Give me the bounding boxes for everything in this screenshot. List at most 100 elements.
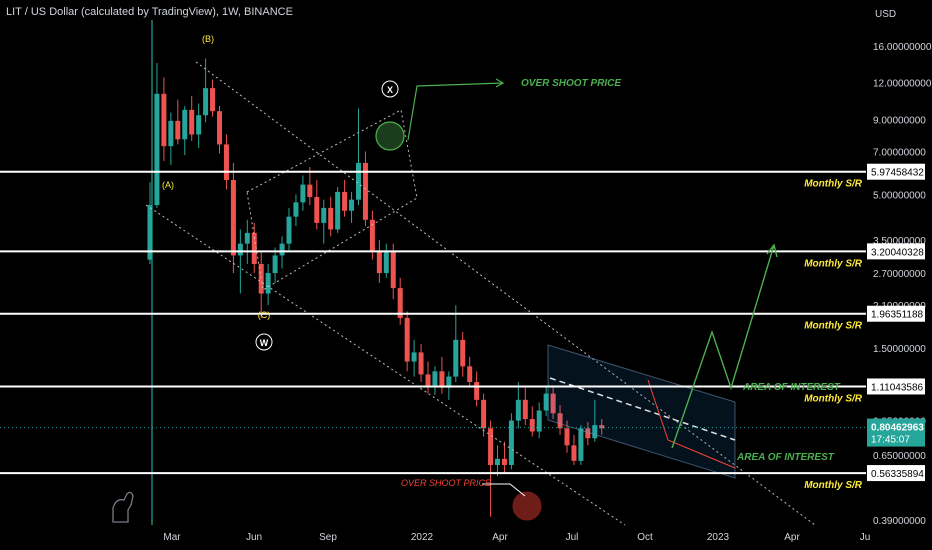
candle-body — [258, 263, 264, 294]
candle-body — [522, 399, 528, 420]
candle-body — [300, 184, 306, 203]
date-axis-tick: Jun — [246, 532, 262, 543]
wave-circle-x — [381, 80, 399, 98]
candle-body — [564, 428, 570, 446]
overshoot-label-bottom: OVER SHOOT PRICE — [401, 478, 492, 488]
candle-body — [168, 120, 174, 147]
candle-body — [244, 232, 250, 244]
candle-body — [383, 251, 389, 274]
price-axis-tick: 16.00000000 — [873, 42, 932, 53]
price-axis-tick: 0.39000000 — [873, 516, 926, 527]
current-price-badge — [867, 418, 925, 447]
channel-upper-line — [195, 61, 816, 526]
candle-body — [335, 191, 341, 230]
area-of-interest-label: AREA OF INTEREST — [742, 382, 841, 393]
overshoot-arrow-top — [407, 82, 504, 141]
candle-body — [223, 144, 229, 180]
candle-body — [460, 339, 466, 367]
candle-body — [314, 197, 320, 223]
sr-price-badge — [867, 378, 925, 395]
candle-body — [362, 162, 368, 220]
sr-price-badge-text: 1.96351188 — [871, 310, 924, 321]
candle-body — [376, 251, 382, 274]
candle-body — [237, 243, 243, 256]
candle-body — [154, 93, 160, 206]
candle-body — [481, 399, 487, 429]
candle-body — [147, 205, 153, 260]
candle-body — [467, 366, 473, 382]
price-axis-tick: 0.65000000 — [873, 451, 926, 462]
candle-body — [321, 207, 327, 223]
date-axis-tick: Apr — [784, 532, 800, 543]
overshoot-label-top: OVER SHOOT PRICE — [521, 78, 621, 89]
sr-price-badge — [867, 305, 925, 322]
channel-midline — [549, 377, 736, 441]
price-axis-unit: USD — [875, 9, 896, 20]
date-axis-tick: Oct — [637, 532, 653, 543]
candle-body — [550, 393, 556, 414]
sr-price-badge-text: 0.56335894 — [871, 469, 924, 480]
wave-label-c: (C) — [258, 310, 271, 320]
candle-body — [571, 445, 577, 461]
candle-body — [536, 410, 542, 432]
area-of-interest-label: AREA OF INTEREST — [736, 452, 835, 463]
candle-body — [585, 428, 591, 439]
sr-label: Monthly S/R — [804, 179, 863, 190]
wave-circle-w — [255, 333, 273, 351]
wave-label-a: (A) — [162, 180, 174, 190]
candle-body — [307, 184, 313, 198]
candle-body — [279, 243, 285, 256]
tradingview-dino-icon — [112, 491, 134, 523]
sr-label: Monthly S/R — [804, 321, 863, 332]
candle-body — [599, 425, 605, 429]
sr-price-badge — [867, 243, 925, 260]
projection-path — [671, 244, 775, 449]
candle-body — [286, 216, 292, 244]
candle-body — [390, 251, 396, 289]
candle-body — [495, 458, 500, 466]
chart-title: LIT / US Dollar (calculated by TradingVi… — [6, 6, 293, 18]
candle-body — [488, 428, 494, 466]
channel-lower-line — [145, 204, 626, 526]
sr-label: Monthly S/R — [804, 393, 863, 404]
candle-body — [251, 232, 257, 264]
arrow-head-icon — [495, 78, 505, 88]
date-axis-tick: 2023 — [707, 532, 730, 543]
candle-body — [293, 202, 299, 217]
candle-body — [265, 273, 271, 294]
wave-label-w: W — [260, 338, 269, 348]
descending-channel — [547, 344, 736, 479]
date-axis-tick: Jul — [566, 532, 579, 543]
candle-body — [349, 199, 355, 211]
candle-body — [161, 93, 167, 147]
candle-body — [557, 413, 563, 429]
candle-body — [230, 179, 236, 256]
candle-body — [543, 393, 549, 411]
sr-price-badge-text: 3.20040328 — [871, 247, 924, 258]
price-axis-tick: 2.70000000 — [873, 269, 926, 280]
candle-body — [592, 425, 598, 439]
candle-body — [529, 419, 535, 432]
candle-body — [397, 288, 403, 318]
candle-body — [369, 219, 375, 252]
candle-body — [189, 109, 195, 135]
wave-label-b: (B) — [202, 34, 214, 44]
candle-body — [356, 162, 361, 200]
candle-body — [196, 115, 202, 135]
price-axis-tick: 3.50000000 — [873, 236, 926, 247]
date-axis-tick: 2022 — [411, 532, 434, 543]
candle-body — [210, 88, 216, 112]
candle-body — [411, 352, 417, 362]
candle-body — [446, 376, 452, 388]
arrow-head-icon — [766, 243, 778, 258]
current-price-text: 0.80462963 — [871, 423, 924, 434]
candle-body — [474, 381, 480, 400]
sr-price-badge — [867, 465, 925, 482]
candle-body — [453, 339, 459, 377]
sr-price-badge — [867, 163, 925, 180]
sr-label: Monthly S/R — [804, 480, 863, 491]
candle-body — [508, 420, 514, 466]
candle-body — [418, 352, 424, 375]
